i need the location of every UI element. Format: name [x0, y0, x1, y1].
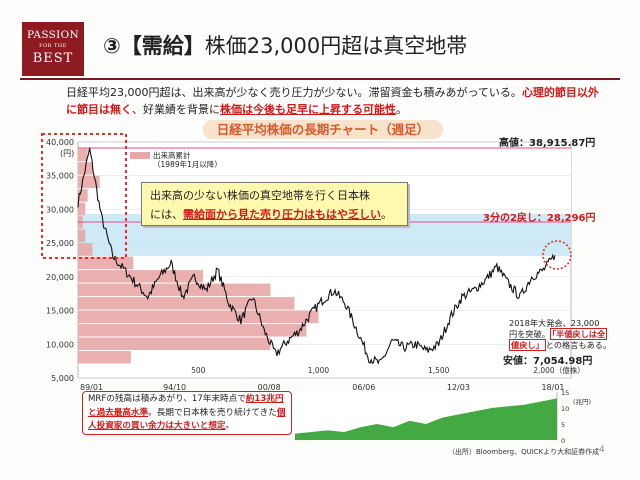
volume-tick-label: 2,000（億株）: [533, 365, 584, 375]
note-line3a: 値戻し」: [509, 339, 546, 351]
title-prefix: ③【需給】: [103, 34, 205, 58]
volume-bar: [78, 337, 271, 351]
volume-bar: [78, 351, 131, 364]
intro-part3: 、好業績を背景に: [132, 103, 220, 116]
recent-highlight-circle: [542, 240, 572, 270]
volume-bar: [78, 256, 134, 270]
peak-highlight-box: [41, 133, 127, 259]
volume-legend-line2: （1989年1月以降）: [153, 160, 222, 169]
volume-bar: [78, 324, 307, 337]
callout-line2c: 。: [381, 208, 392, 221]
note-line2a: 円を突破。: [509, 329, 550, 339]
x-tick-label: 18/01: [541, 383, 564, 392]
source-note: （出所）Bloomberg、QUICKより大和証券作成: [448, 448, 600, 456]
mrf-tick-label: 5: [561, 421, 565, 429]
volume-bar: [78, 270, 204, 283]
chart-title: 日経平均株価の長期チャート（週足）: [203, 120, 443, 139]
intro-part2: 心理的節目以外に節目は無く: [66, 86, 599, 116]
title-rule: [20, 78, 620, 80]
note-2018: 2018年大発会、23,000 円を突破。 「半値戻しは全 値戻し」 との格言もある…: [509, 318, 613, 351]
volume-bar: [78, 148, 88, 162]
volume-legend-swatch: [130, 152, 150, 159]
brand-logo: PASSION FOR THE BEST: [22, 22, 84, 76]
y-tick-label: 25,000: [46, 239, 74, 248]
y-unit-label: (円): [60, 149, 74, 158]
low-label: 安値：7,054.98円: [503, 356, 593, 367]
volume-bar: [78, 189, 88, 202]
callout-line1: 出来高の少ない株価の真空地帯を行く日本株: [150, 189, 370, 202]
two-thirds-label: 3分の2戻し：28,296円: [483, 213, 596, 224]
note-line2: 円を突破。 「半値戻しは全: [509, 328, 613, 340]
y-tick-label: 35,000: [46, 172, 74, 181]
mrf-tick-label: 0: [561, 437, 565, 445]
page-number: 4: [599, 445, 605, 455]
logo-line2: FOR THE: [39, 42, 67, 49]
volume-bar: [78, 202, 86, 216]
volume-legend-line1: 出来高累計: [153, 151, 191, 160]
callout-line2: には、需給面から見た売り圧力はもはや乏しい。: [150, 205, 399, 224]
note-line3: 値戻し」 との格言もある。: [509, 339, 613, 351]
intro-part5: 。: [396, 103, 407, 116]
vacuum-callout: 出来高の少ない株価の真空地帯を行く日本株 には、需給面から見た売り圧力はもはや乏…: [141, 182, 408, 226]
y-tick-label: 5,000: [51, 374, 74, 383]
logo-line1: PASSION: [27, 29, 79, 41]
mrf-tick-label: 10: [561, 405, 569, 413]
mrf-note: MRFの残高は積みあがり、17年末時点で約13兆円と過去最高水準。長期で日本株を…: [82, 391, 292, 435]
logo-line3: BEST: [32, 50, 74, 66]
high-label: 高値：38,915.87円: [499, 138, 596, 149]
volume-bar: [78, 229, 86, 243]
volume-bar: [78, 243, 93, 256]
callout-line2b: 需給面から見た売り圧力はもはや乏しい: [183, 208, 381, 221]
title-rest: 株価23,000円超は真空地帯: [204, 34, 468, 58]
volume-bar: [78, 175, 100, 189]
intro-text: 日経平均23,000円超は、出来高が少なく売り圧力が少ない。滞留資金も積みあがっ…: [66, 84, 604, 118]
mrf-part2: 約13兆円と過去最高水準: [88, 394, 284, 418]
x-tick-label: 00/08: [258, 383, 281, 392]
y-tick-label: 10,000: [46, 340, 74, 349]
mrf-part3: 。長期で日本株を売り続けてきた: [148, 407, 277, 418]
y-tick-label: 15,000: [46, 307, 74, 316]
page-title: ③【需給】株価23,000円超は真空地帯: [103, 30, 467, 60]
x-tick-label: 94/10: [163, 383, 186, 392]
volume-tick-label: 1,000: [308, 366, 330, 375]
mrf-part5: 。: [225, 421, 235, 431]
volume-tick-label: 500: [191, 366, 206, 375]
callout-line2a: には、: [150, 208, 183, 221]
x-tick-label: 12/03: [447, 383, 470, 392]
mrf-unit-label: (兆円): [573, 397, 591, 406]
intro-part1: 日経平均23,000円超は、出来高が少なく売り圧力が少ない。滞留資金も積みあがっ…: [66, 86, 522, 99]
note-line2b: 「半値戻しは全: [549, 328, 608, 340]
y-tick-label: 30,000: [46, 205, 74, 214]
volume-bar: [78, 283, 271, 297]
x-tick-label: 89/01: [80, 383, 103, 392]
volume-bar: [78, 297, 295, 310]
mrf-tick-label: 15: [561, 389, 569, 397]
mrf-area: [295, 398, 557, 440]
note-line1: 2018年大発会、23,000: [509, 318, 600, 328]
y-tick-label: 40,000: [46, 138, 74, 147]
y-tick-label: 20,000: [46, 273, 74, 282]
x-tick-label: 06/06: [352, 383, 375, 392]
series-line-nikkei: [77, 147, 556, 365]
note-line3b: との格言もある。: [545, 340, 612, 350]
volume-legend: 出来高累計 （1989年1月以降）: [153, 151, 222, 169]
volume-tick-label: 1,500: [428, 366, 450, 375]
volume-bar: [78, 310, 319, 324]
intro-part4: 株価は今後も足早に上昇する可能性: [220, 103, 396, 116]
mrf-part1: MRFの残高は積みあがり、17年末時点で: [88, 394, 246, 404]
mrf-part4: 個人投資家の買い余力は大きいと想定: [88, 407, 286, 432]
